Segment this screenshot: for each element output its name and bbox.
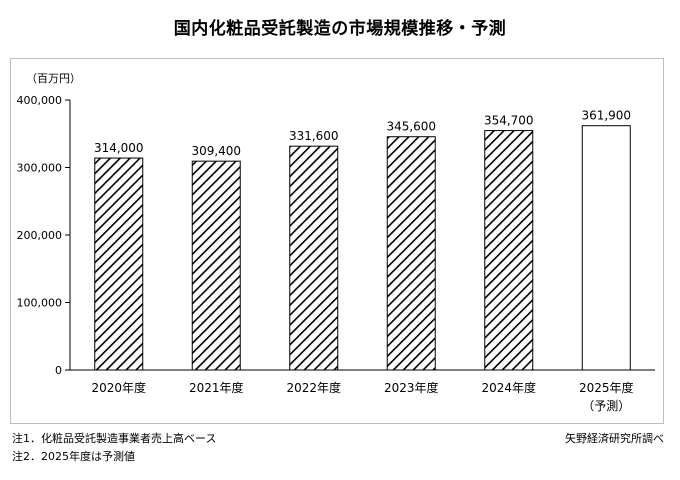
value-label: 354,700 [484, 114, 534, 128]
source-credit: 矢野経済研究所調べ [565, 432, 664, 445]
bar [191, 160, 241, 371]
x-tick-sublabel: （予測） [582, 399, 630, 413]
y-tick-label: 400,000 [17, 94, 63, 107]
bars [94, 125, 631, 371]
x-tick-label: 2023年度 [384, 380, 439, 395]
value-label: 331,600 [289, 129, 339, 143]
value-label: 309,400 [191, 144, 241, 158]
footnotes: 注1．化粧品受託製造事業者売上高ベース 注2．2025年度は予測値 [12, 430, 216, 466]
x-tick-label: 2020年度 [91, 380, 146, 395]
y-axis-unit-label: （百万円） [26, 72, 81, 85]
y-tick-label: 0 [55, 364, 62, 377]
bar [581, 125, 631, 371]
x-tick-label: 2024年度 [481, 380, 536, 395]
x-tick-label: 2022年度 [286, 380, 341, 395]
y-tick-label: 200,000 [17, 229, 63, 242]
bar [484, 130, 534, 371]
y-tick-label: 100,000 [17, 297, 63, 310]
value-label: 361,900 [581, 109, 631, 123]
axes [69, 100, 655, 371]
y-axis-ticks: 0 100,000 200,000 300,000 400,000 [17, 94, 70, 377]
value-label: 345,600 [386, 120, 436, 134]
x-axis-labels: 2020年度 2021年度 2022年度 2023年度 2024年度 2025年度 （予測） [91, 380, 633, 413]
value-labels: 314,000 309,400 331,600 345,600 354,700 361,9… [94, 109, 631, 158]
x-tick-label: 2021年度 [189, 380, 244, 395]
bar [289, 145, 339, 371]
chart-frame [10, 58, 664, 424]
value-label: 314,000 [94, 141, 144, 155]
bar [386, 136, 436, 371]
y-tick-label: 300,000 [17, 162, 63, 175]
footnote-2: 注2．2025年度は予測値 [12, 450, 135, 463]
chart-title: 国内化粧品受託製造の市場規模推移・予測 [173, 19, 507, 39]
bar [94, 157, 144, 371]
x-tick-label: 2025年度 [579, 380, 634, 395]
footnote-1: 注1．化粧品受託製造事業者売上高ベース [12, 432, 217, 445]
